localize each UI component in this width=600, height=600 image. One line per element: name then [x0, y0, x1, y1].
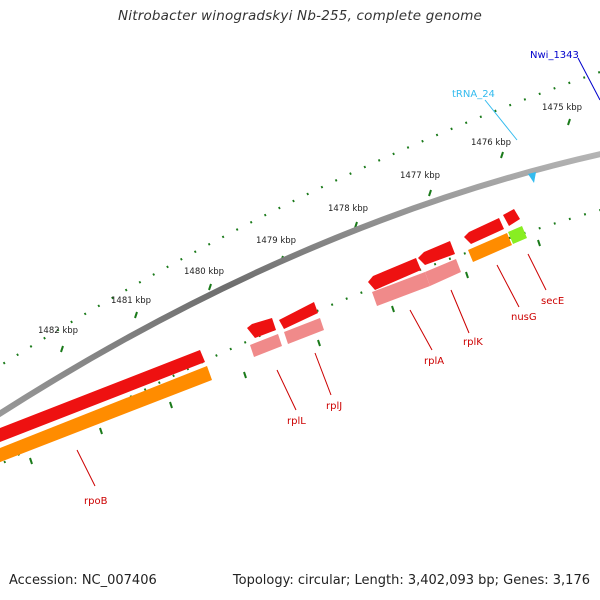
genome-summary: Topology: circular; Length: 3,402,093 bp… [232, 573, 590, 588]
gene-label-nusG: nusG [511, 312, 537, 323]
gene-rplJ [284, 318, 324, 344]
tick-label: 1481 kbp [111, 296, 151, 306]
gene-rpoB [0, 366, 212, 463]
map-title: Nitrobacter winogradskyi Nb-255, complet… [117, 8, 483, 24]
cds-nusG [464, 218, 504, 244]
inner-tick-ring [0, 208, 600, 466]
tick-label: 1475 kbp [542, 103, 582, 113]
gene-rplA [372, 272, 430, 306]
gene-label-rplL: rplL [287, 416, 306, 427]
cds-rpoB [0, 350, 205, 443]
gene-label-rplJ: rplJ [326, 401, 342, 412]
accession-text: Accession: NC_007406 [9, 573, 157, 588]
cds-rplK [418, 241, 455, 265]
inner-major-ticks [29, 239, 541, 465]
outer-major-ticks [60, 118, 571, 353]
gene-leaders [76, 253, 547, 487]
tick-label: 1480 kbp [184, 267, 224, 277]
tick-label: 1479 kbp [256, 236, 296, 246]
trna-label: tRNA_24 [452, 89, 495, 100]
trna-marker[interactable] [528, 172, 536, 183]
gene-rplL [250, 334, 282, 357]
gene-nusG [468, 233, 512, 262]
genome-backbone [0, 151, 600, 418]
tick-label: 1477 kbp [400, 171, 440, 181]
gene-labels: rpoB rplL rplJ rplA rplK nusG secE [84, 296, 564, 507]
cds-rplJ [279, 302, 318, 329]
other-feature-label: Nwi_1343 [530, 50, 579, 61]
tick-label: 1476 kbp [471, 138, 511, 148]
gene-label-rpoB: rpoB [84, 496, 108, 507]
gene-secE [508, 226, 527, 244]
cds-secE [503, 209, 520, 226]
gene-label-secE: secE [541, 296, 564, 307]
tick-label: 1482 kbp [38, 326, 78, 336]
gene-label-rplA: rplA [424, 356, 444, 367]
trna-leader [484, 99, 518, 141]
gene-track[interactable] [0, 226, 527, 464]
gene-rplK [425, 259, 461, 286]
cds-rplL [247, 318, 276, 338]
cds-track[interactable] [0, 209, 520, 444]
gene-label-rplK: rplK [463, 337, 483, 348]
cds-rplA [368, 258, 421, 290]
tick-labels: 1482 kbp 1481 kbp 1480 kbp 1479 kbp 1478… [38, 103, 582, 336]
tick-label: 1478 kbp [328, 204, 368, 214]
other-leader [577, 57, 600, 101]
